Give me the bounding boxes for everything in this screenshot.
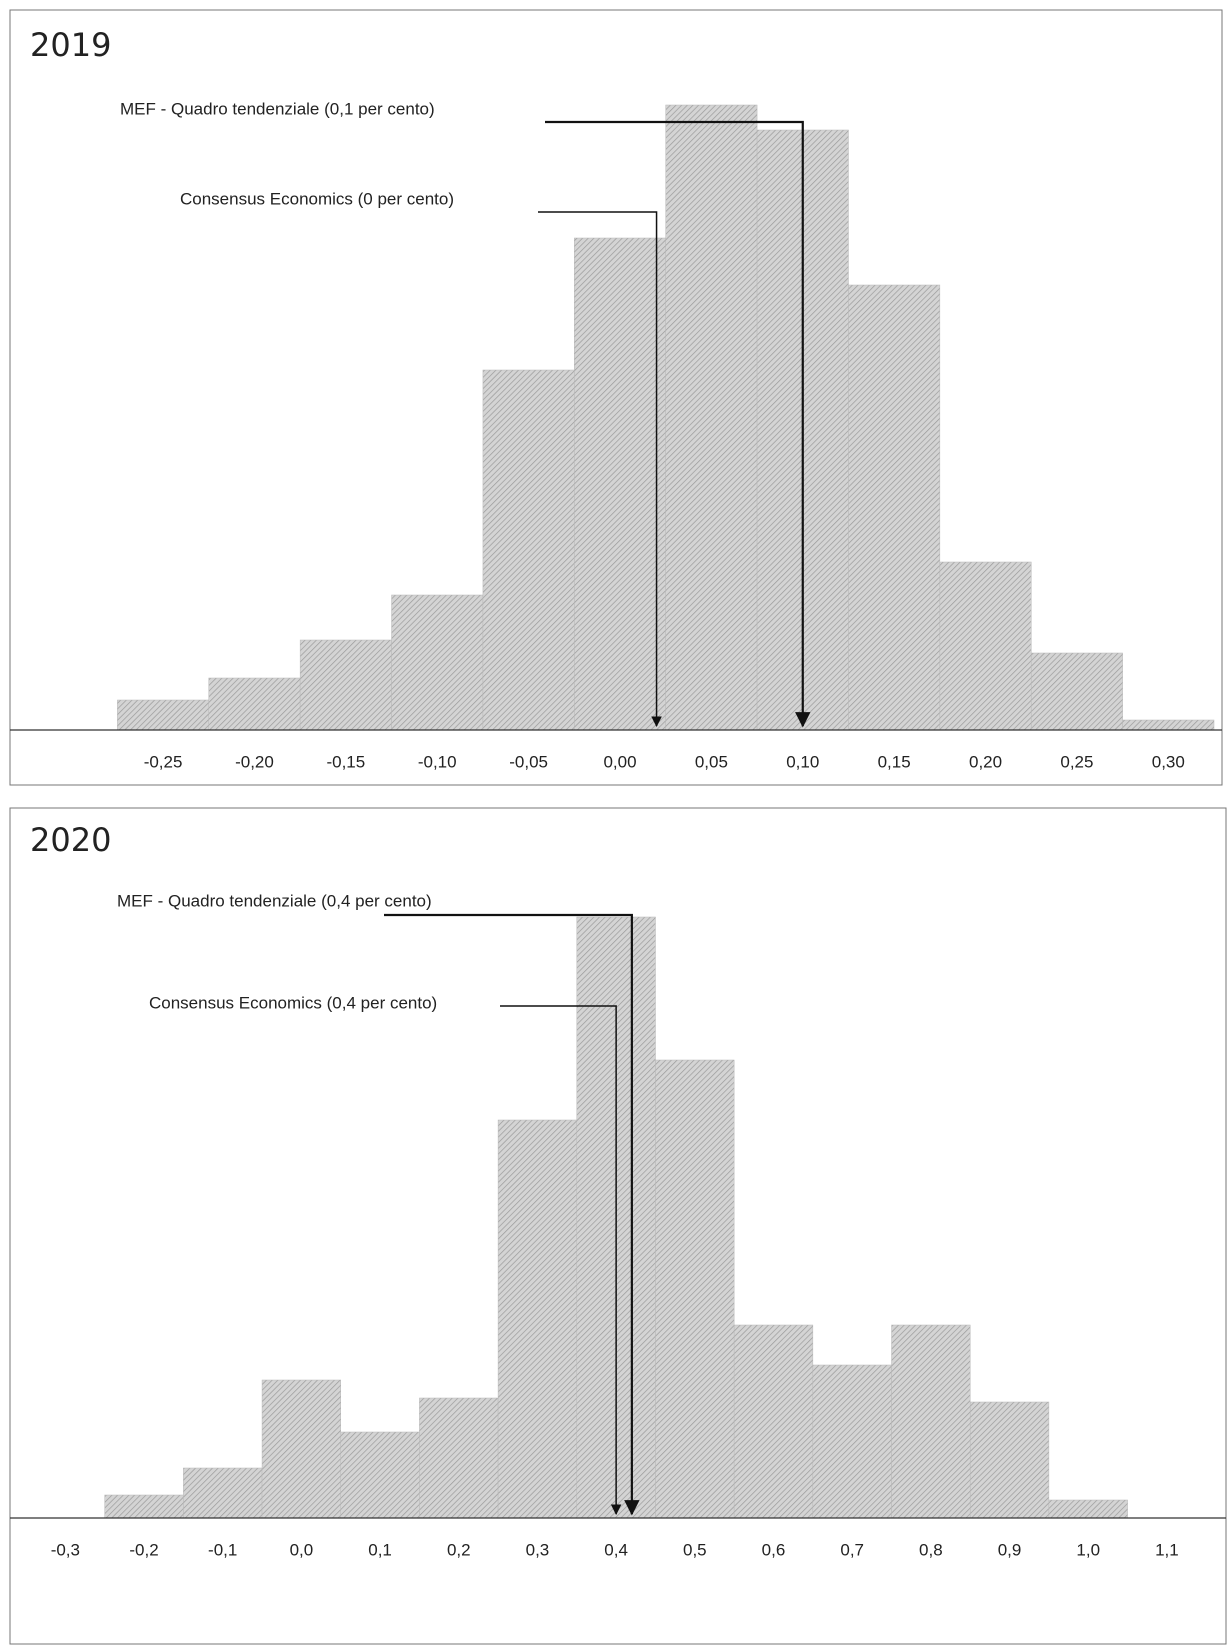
bar: [208, 677, 301, 731]
x-tick-label: 0,3: [526, 1540, 550, 1559]
annotation-arrow: [545, 120, 811, 728]
bar: [419, 1397, 499, 1519]
x-tick-label: -0,1: [208, 1540, 237, 1559]
x-tick-label: -0,20: [235, 752, 274, 771]
bar: [299, 639, 392, 731]
bar: [848, 284, 941, 731]
bar: [340, 1431, 420, 1519]
x-tick-label: -0,15: [326, 752, 365, 771]
bar: [482, 369, 575, 731]
bar: [812, 1364, 892, 1519]
x-tick-label: 0,15: [878, 752, 911, 771]
x-tick-label: 0,9: [998, 1540, 1022, 1559]
panel-border: [9, 807, 1227, 1645]
bar: [261, 1379, 341, 1519]
bar: [574, 237, 666, 731]
x-tick-label: 0,05: [695, 752, 728, 771]
chart-title: 2019: [30, 26, 111, 64]
x-tick-label: -0,2: [129, 1540, 158, 1559]
annotation-label: Consensus Economics (0 per cento): [180, 189, 454, 208]
x-tick-label: -0,10: [418, 752, 457, 771]
bar: [117, 699, 210, 731]
bar: [497, 1119, 578, 1519]
panel-border: [9, 9, 1223, 786]
x-tick-label: 1,0: [1076, 1540, 1100, 1559]
bar: [891, 1324, 971, 1519]
bar: [655, 1059, 735, 1519]
bar: [104, 1494, 184, 1519]
bar: [391, 594, 484, 731]
x-tick-label: 0,7: [840, 1540, 864, 1559]
bar: [1048, 1499, 1128, 1519]
x-tick-label: 0,20: [969, 752, 1002, 771]
x-tick-label: 0,1: [368, 1540, 392, 1559]
annotation-arrow: [384, 913, 640, 1516]
annotation-label: Consensus Economics (0,4 per cento): [149, 993, 437, 1012]
x-tick-label: 1,1: [1155, 1540, 1179, 1559]
x-tick-label: 0,4: [604, 1540, 628, 1559]
bar: [733, 1324, 814, 1519]
x-tick-label: 0,00: [603, 752, 636, 771]
x-tick-label: 0,10: [786, 752, 819, 771]
x-tick-label: 0,5: [683, 1540, 707, 1559]
x-tick-label: 0,2: [447, 1540, 471, 1559]
bar: [665, 104, 758, 731]
annotation-label: MEF - Quadro tendenziale (0,1 per cento): [120, 99, 435, 118]
bar: [939, 561, 1032, 731]
bar: [1122, 719, 1215, 731]
x-tick-label: -0,3: [51, 1540, 80, 1559]
bar: [183, 1467, 263, 1519]
bar: [969, 1401, 1050, 1519]
x-tick-label: 0,0: [290, 1540, 314, 1559]
x-tick-label: -0,25: [144, 752, 183, 771]
x-tick-label: -0,05: [509, 752, 548, 771]
x-tick-label: 0,6: [762, 1540, 786, 1559]
x-tick-label: 0,8: [919, 1540, 943, 1559]
x-tick-label: 0,25: [1060, 752, 1093, 771]
bar: [1030, 652, 1123, 731]
chart-title: 2020: [30, 821, 111, 859]
annotation-label: MEF - Quadro tendenziale (0,4 per cento): [117, 891, 432, 910]
x-tick-label: 0,30: [1152, 752, 1185, 771]
annotation-arrow: [538, 211, 662, 728]
annotation-arrow: [500, 1005, 622, 1516]
